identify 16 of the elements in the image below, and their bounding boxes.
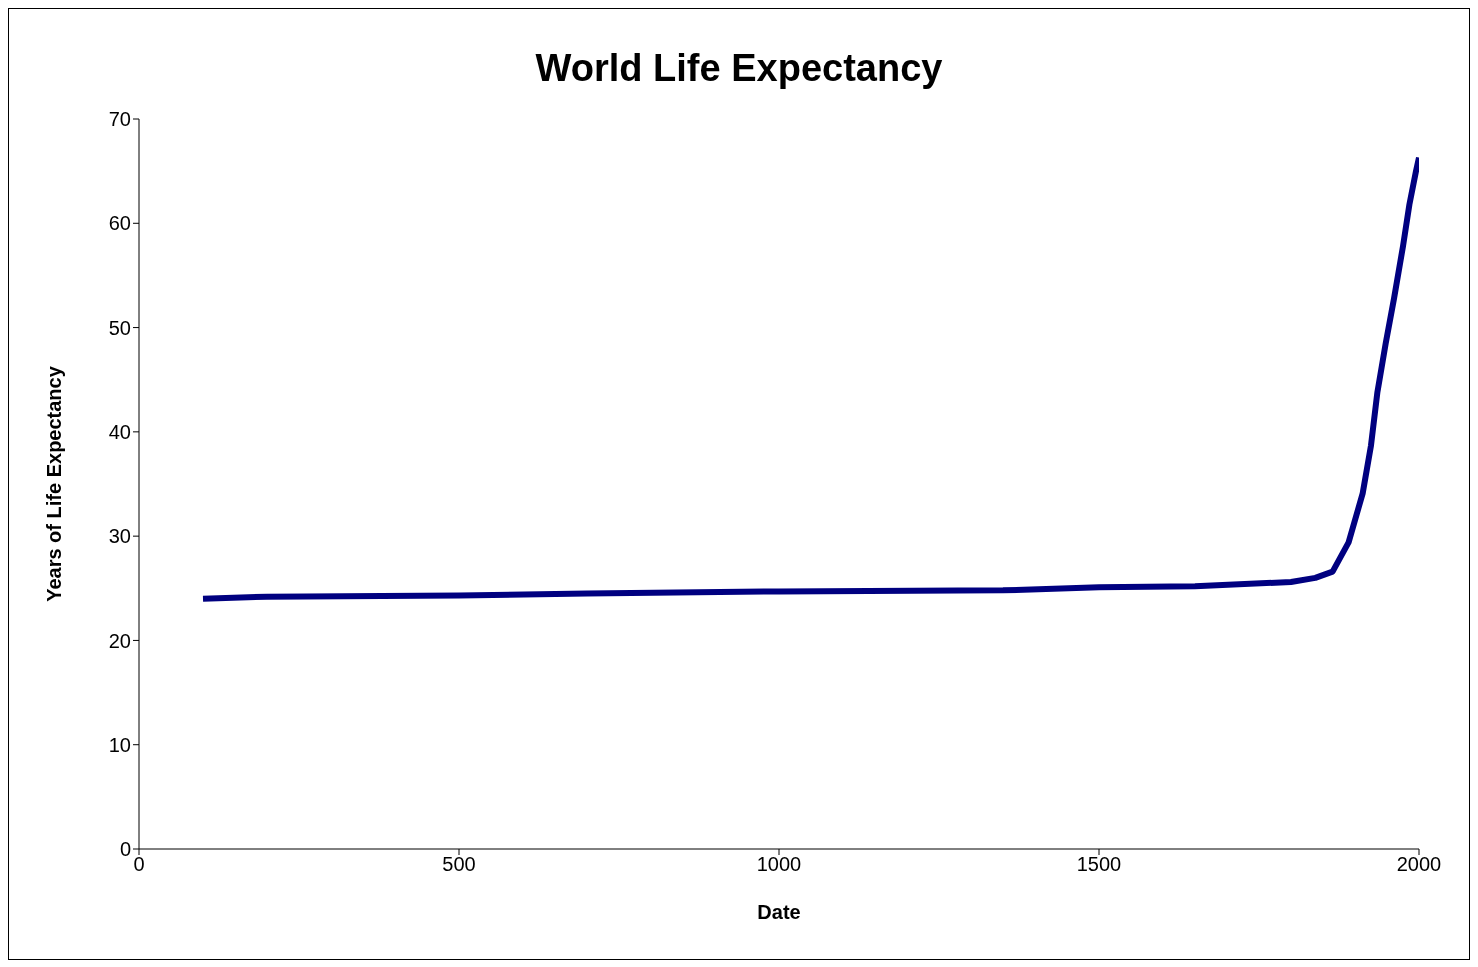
- x-tick-label: 500: [442, 853, 476, 876]
- x-tick-label: 2000: [1396, 853, 1442, 876]
- y-tick-label: 30: [108, 525, 131, 548]
- x-axis-title: Date: [757, 901, 801, 923]
- y-tick-label: 50: [108, 316, 131, 339]
- chart-title: World Life Expectancy: [534, 47, 944, 91]
- y-tick-label: 40: [108, 420, 131, 443]
- x-tick-label: 1000: [756, 853, 802, 876]
- y-axis-title: Years of Life Expectancy: [43, 365, 66, 602]
- y-tick-label: 20: [108, 629, 131, 652]
- x-tick-label: 1500: [1076, 853, 1122, 876]
- y-tick-label: 10: [108, 733, 131, 756]
- x-tick-label: 0: [133, 853, 145, 876]
- y-tick-label: 70: [108, 108, 131, 131]
- y-tick-label: 60: [108, 212, 131, 235]
- y-tick-label: 0: [119, 838, 131, 861]
